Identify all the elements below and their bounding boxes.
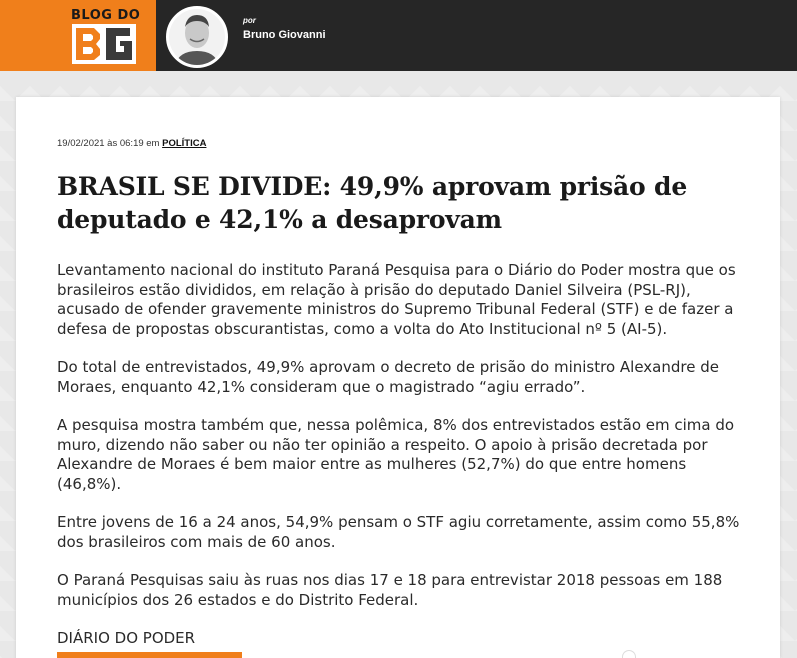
article-body: Levantamento nacional do instituto Paran…	[57, 261, 747, 649]
category-link[interactable]: POLÍTICA	[162, 138, 207, 149]
byline-prefix: por	[243, 16, 256, 25]
article-card	[16, 97, 780, 658]
site-header: BLOG DO por Bruno Giovanni	[0, 0, 797, 71]
logo-text: BLOG DO	[71, 8, 141, 23]
paragraph: Levantamento nacional do instituto Paran…	[57, 261, 736, 338]
article-title: BRASIL SE DIVIDE: 49,9% aprovam prisão d…	[57, 172, 688, 234]
author-avatar[interactable]	[166, 6, 228, 68]
paragraph: Do total de entrevistados, 49,9% aprovam…	[57, 358, 719, 396]
paragraph: Entre jovens de 16 a 24 anos, 54,9% pens…	[57, 513, 740, 551]
section-divider	[57, 652, 242, 658]
author-name[interactable]: Bruno Giovanni	[243, 29, 326, 41]
article-date: 19/02/2021 às 06:19 em	[57, 138, 163, 149]
paragraph: O Paraná Pesquisas saiu às ruas nos dias…	[57, 571, 723, 609]
decorative-shape	[622, 650, 636, 658]
author-photo-icon	[169, 9, 225, 65]
source-credit: DIÁRIO DO PODER	[57, 629, 196, 647]
bg-logo-icon	[72, 24, 136, 64]
article-meta: 19/02/2021 às 06:19 em POLÍTICA	[57, 138, 206, 149]
blog-logo[interactable]: BLOG DO	[0, 0, 156, 71]
paragraph: A pesquisa mostra também que, nessa polê…	[57, 416, 735, 493]
